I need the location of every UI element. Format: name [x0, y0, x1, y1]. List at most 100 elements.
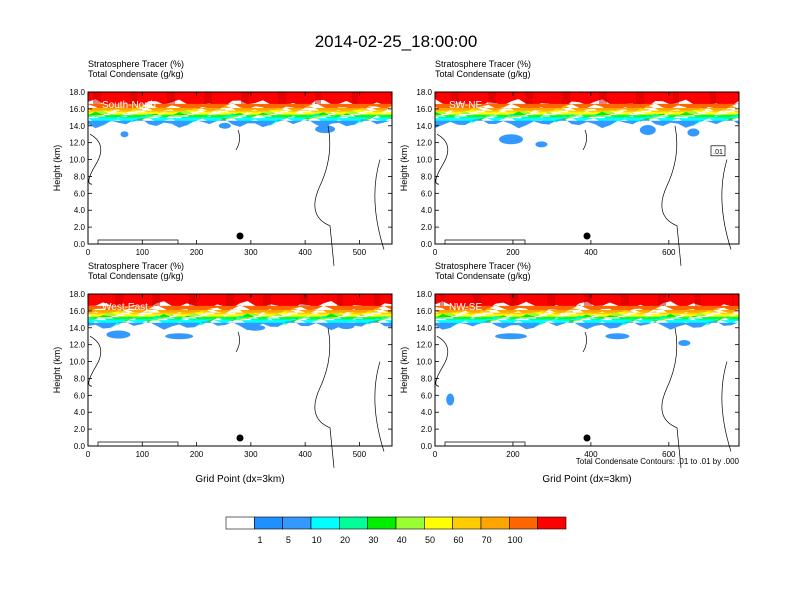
tracer-streak — [119, 294, 121, 306]
y-tick-label: 12.0 — [69, 139, 85, 148]
tracer-streak — [130, 92, 132, 104]
tracer-streak — [664, 294, 666, 306]
tracer-streak — [675, 92, 677, 104]
tracer-streak — [475, 294, 477, 306]
tracer-streak — [300, 294, 302, 306]
tracer-streak — [477, 294, 479, 306]
tracer-band — [435, 315, 739, 325]
x-axis-label: Grid Point (dx=3km) — [542, 474, 631, 485]
y-tick-label: 18.0 — [69, 290, 85, 299]
y-tick-label: 0.0 — [421, 240, 433, 249]
x-tick-label: 0 — [433, 450, 438, 459]
tracer-streak — [695, 294, 697, 306]
condensate-contour — [88, 133, 102, 185]
tracer-streak — [189, 294, 191, 306]
tracer-streak — [193, 294, 195, 306]
y-tick-label: 12.0 — [416, 139, 432, 148]
tracer-band — [435, 305, 739, 315]
panel-tag: SW-NE — [449, 100, 482, 111]
condensate-blob — [218, 122, 231, 129]
tracer-streak — [284, 92, 286, 104]
x-tick-label: 400 — [298, 248, 312, 257]
tracer-streak — [210, 92, 212, 104]
y-tick-label: 2.0 — [421, 223, 433, 232]
colorbar-swatch — [509, 516, 538, 530]
tracer-streak — [588, 294, 590, 306]
tracer-streak — [660, 294, 662, 306]
y-tick-label: 10.0 — [69, 358, 85, 367]
tracer-streak — [662, 294, 664, 306]
tracer-streak — [590, 294, 592, 306]
condensate-blob — [106, 330, 131, 339]
tracer-streak — [121, 294, 123, 306]
condensate-blob — [605, 333, 630, 340]
y-tick-label: 8.0 — [74, 172, 86, 181]
main-title: 2014-02-25_18:00:00 — [314, 32, 478, 51]
y-tick-label: 14.0 — [416, 324, 432, 333]
tracer-streak — [599, 92, 601, 104]
condensate-blob — [315, 125, 336, 134]
tracer-streak — [99, 92, 101, 104]
tracer-streak — [206, 92, 208, 104]
tracer-streak — [156, 294, 158, 306]
tracer-streak — [374, 294, 376, 306]
y-tick-label: 10.0 — [69, 156, 85, 165]
tracer-streak — [378, 294, 380, 306]
tracer-streak — [341, 294, 343, 306]
tracer-streak — [549, 294, 551, 306]
x-tick-label: 500 — [353, 248, 367, 257]
plot-frame — [87, 91, 393, 245]
y-tick-label: 0.0 — [74, 240, 86, 249]
tracer-streak — [566, 92, 568, 104]
colorbar-label: 70 — [482, 535, 492, 545]
colorbar-swatch — [367, 516, 397, 530]
location-marker — [583, 434, 591, 442]
tracer-streak — [529, 92, 531, 104]
y-tick-label: 8.0 — [74, 374, 86, 383]
condensate-contour — [435, 335, 449, 387]
plot-frame — [434, 91, 740, 245]
colorbar-label: 40 — [397, 535, 407, 545]
y-tick-label: 2.0 — [74, 223, 86, 232]
x-tick-label: 0 — [86, 450, 91, 459]
tracer-streak — [525, 92, 527, 104]
colorbar-swatch — [480, 516, 510, 530]
tracer-streak — [601, 92, 603, 104]
x-tick-label: 600 — [662, 450, 676, 459]
condensate-blob — [495, 333, 527, 340]
condensate-blob — [338, 323, 355, 330]
tracer-streak — [531, 92, 533, 104]
y-tick-label: 18.0 — [416, 290, 432, 299]
tracer-streak — [280, 92, 282, 104]
y-tick-label: 6.0 — [421, 391, 433, 400]
condensate-blob — [120, 131, 129, 138]
panel-west-east: Stratosphere Tracer (%)Total Condensate … — [52, 261, 393, 485]
tracer-streak — [551, 294, 553, 306]
condensate-blob — [535, 141, 548, 148]
tracer-streak — [167, 92, 169, 104]
tracer-streak — [710, 92, 712, 104]
colorbar-label: 10 — [312, 535, 322, 545]
tracer-streak — [245, 92, 247, 104]
tracer-streak — [699, 294, 701, 306]
tracer-band — [88, 318, 392, 328]
tracer-streak — [267, 294, 269, 306]
location-marker — [236, 434, 244, 442]
panel-header-line2: Total Condensate (g/kg) — [435, 271, 531, 281]
y-tick-label: 10.0 — [416, 156, 432, 165]
y-tick-label: 6.0 — [421, 189, 433, 198]
tracer-band — [435, 116, 739, 126]
tracer-band — [88, 113, 392, 123]
colorbar-label: 100 — [507, 535, 522, 545]
colorbar-swatch — [254, 516, 283, 530]
tracer-streak — [136, 92, 138, 104]
condensate-contour — [721, 361, 732, 452]
x-tick-label: 100 — [136, 248, 150, 257]
tracer-streak — [527, 92, 529, 104]
plot-frame — [87, 293, 393, 447]
tracer-streak — [356, 92, 358, 104]
x-tick-label: 200 — [190, 450, 204, 459]
y-tick-label: 0.0 — [74, 442, 86, 451]
tracer-streak — [230, 294, 232, 306]
